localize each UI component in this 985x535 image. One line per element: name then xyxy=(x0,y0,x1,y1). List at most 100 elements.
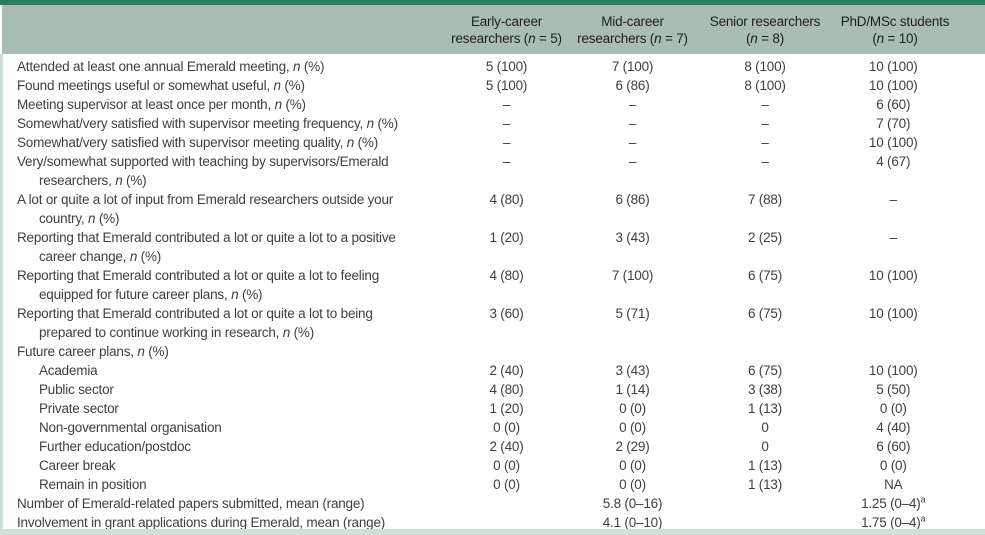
cell-value: 6 (75) xyxy=(747,306,783,321)
cell-value: 3 (38) xyxy=(747,382,783,397)
cell-value: – xyxy=(761,154,769,169)
row-label: Very/somewhat supported with teaching by… xyxy=(0,152,447,190)
cell-value: 1 (13) xyxy=(747,477,783,492)
table-row: Non-governmental organisation 0 (0) 0 (0) 0… xyxy=(0,418,985,437)
table-row: Reporting that Emerald contributed a lot… xyxy=(0,304,985,342)
cell-value: – xyxy=(761,116,769,131)
corner-cell xyxy=(1,5,447,54)
row-label: A lot or quite a lot of input from Emera… xyxy=(0,190,447,228)
row-label: Academia xyxy=(0,361,447,380)
cell-value: 0 (0) xyxy=(831,399,985,418)
cell-value: 1 (13) xyxy=(747,401,783,416)
cell-value: 0 (0) xyxy=(619,477,646,492)
cell-value: – xyxy=(761,97,769,112)
cell-value: 1.25 (0–4)a xyxy=(831,494,985,513)
row-label: Future career plans, n (%) xyxy=(0,342,447,361)
cell-value: 10 (100) xyxy=(831,76,985,95)
row-label: Remain in position xyxy=(0,475,447,494)
cell-value: 3 (43) xyxy=(615,363,650,378)
row-label: Non-governmental organisation xyxy=(0,418,447,437)
cell-value xyxy=(567,342,699,361)
cell-value: 5 (71) xyxy=(615,306,650,321)
cell-value: 4 (80) xyxy=(489,382,524,397)
row-label: Meeting supervisor at least once per mon… xyxy=(0,95,447,114)
table-row: Academia 2 (40) 3 (43) 6 (75) 10 (100) xyxy=(0,361,985,380)
cell-value: – xyxy=(628,116,637,131)
row-label: Involvement in grant applications during… xyxy=(0,513,447,529)
row-label: Found meetings useful or somewhat useful… xyxy=(0,76,447,95)
cell-value: 2 (40) xyxy=(489,439,524,454)
cell-value: 6 (86) xyxy=(615,192,650,207)
table-header: Early-career researchers (n = 5) Mid-care… xyxy=(1,5,985,54)
row-label: Number of Emerald-related papers submitt… xyxy=(0,494,447,513)
cell-value: – xyxy=(761,135,769,150)
header-row: Early-career researchers (n = 5) Mid-care… xyxy=(1,5,985,54)
cell-value: – xyxy=(628,154,637,169)
cell-value: 0 (0) xyxy=(619,420,646,435)
cell-value: 3 (60) xyxy=(489,306,524,321)
table-row: Involvement in grant applications during… xyxy=(0,513,985,530)
cell-value: – xyxy=(628,97,637,112)
table-row: Remain in position 0 (0) 0 (0) 1 (13) NA xyxy=(0,475,985,494)
cell-value xyxy=(447,342,567,361)
cell-value: 4 (80) xyxy=(489,192,524,207)
cell-value: 1 (13) xyxy=(747,458,783,473)
table-row: Further education/postdoc 2 (40) 2 (29) 0 6 … xyxy=(0,437,985,456)
cell-value: 7 (100) xyxy=(611,59,654,74)
cell-value: 7 (88) xyxy=(747,192,783,207)
cell-value: NA xyxy=(831,475,985,494)
row-label: Somewhat/very satisfied with supervisor … xyxy=(0,114,447,133)
cell-value: 1 (20) xyxy=(489,230,524,245)
cell-value: 4 (40) xyxy=(831,418,985,437)
table-row: Attended at least one annual Emerald mee… xyxy=(0,54,985,76)
table-row: Found meetings useful or somewhat useful… xyxy=(0,76,985,95)
cell-value: 2 (29) xyxy=(615,439,650,454)
row-label: Somewhat/very satisfied with supervisor … xyxy=(0,133,447,152)
cell-value: 6 (60) xyxy=(831,437,985,456)
cell-value: 6 (75) xyxy=(747,268,783,283)
cell-value xyxy=(699,513,832,529)
row-label: Reporting that Emerald contributed a lot… xyxy=(0,266,447,304)
row-label: Reporting that Emerald contributed a lot… xyxy=(0,304,447,342)
cell-value: 0 (0) xyxy=(619,458,646,473)
row-label: Attended at least one annual Emerald mee… xyxy=(0,54,447,76)
row-label: Career break xyxy=(0,456,447,475)
cell-value: 4.1 (0–10) xyxy=(602,515,663,530)
column-header-phd-msc: PhD/MSc students (n = 10) xyxy=(831,5,985,54)
cell-value: 0 (0) xyxy=(493,477,520,492)
table-body: Attended at least one annual Emerald mee… xyxy=(0,54,985,530)
cell-value: 7 (100) xyxy=(611,268,654,283)
cell-value: 0 xyxy=(761,439,769,454)
table-row: Very/somewhat supported with teaching by… xyxy=(0,152,985,190)
cell-value xyxy=(831,342,985,361)
cell-value: 6 (75) xyxy=(747,363,783,378)
column-header-mid-career: Mid-career researchers (n = 7) xyxy=(566,5,699,54)
cell-value: 5 (50) xyxy=(831,380,985,399)
cell-value: 2 (40) xyxy=(489,363,524,378)
cell-value: – xyxy=(628,135,637,150)
cell-value: – xyxy=(831,228,985,266)
column-header-early-career: Early-career researchers (n = 5) xyxy=(446,5,567,54)
cell-value: 6 (60) xyxy=(831,95,985,114)
cell-value: 10 (100) xyxy=(831,54,985,76)
cell-value: 8 (100) xyxy=(744,59,786,74)
cell-value xyxy=(699,494,832,513)
cell-value: 0 (0) xyxy=(493,458,520,473)
table-row: Career break 0 (0) 0 (0) 1 (13) 0 (0) xyxy=(0,456,985,475)
cell-value: – xyxy=(502,97,511,112)
cell-value: 4 (80) xyxy=(489,268,524,283)
cell-value: – xyxy=(502,135,511,150)
table-row: Reporting that Emerald contributed a lot… xyxy=(0,228,985,266)
table-row: Somewhat/very satisfied with supervisor … xyxy=(0,114,985,133)
cell-value: – xyxy=(502,116,511,131)
table-row: Number of Emerald-related papers submitt… xyxy=(0,494,985,513)
row-label: Reporting that Emerald contributed a lot… xyxy=(0,228,447,266)
table-row: A lot or quite a lot of input from Emera… xyxy=(0,190,985,228)
cell-value: 10 (100) xyxy=(831,304,985,342)
cell-value: 5.8 (0–16) xyxy=(602,496,663,511)
table-row: Reporting that Emerald contributed a lot… xyxy=(0,266,985,304)
cell-value: 5 (100) xyxy=(485,78,528,93)
column-header-senior: Senior researchers (n = 8) xyxy=(698,5,832,54)
row-label: Private sector xyxy=(0,399,447,418)
